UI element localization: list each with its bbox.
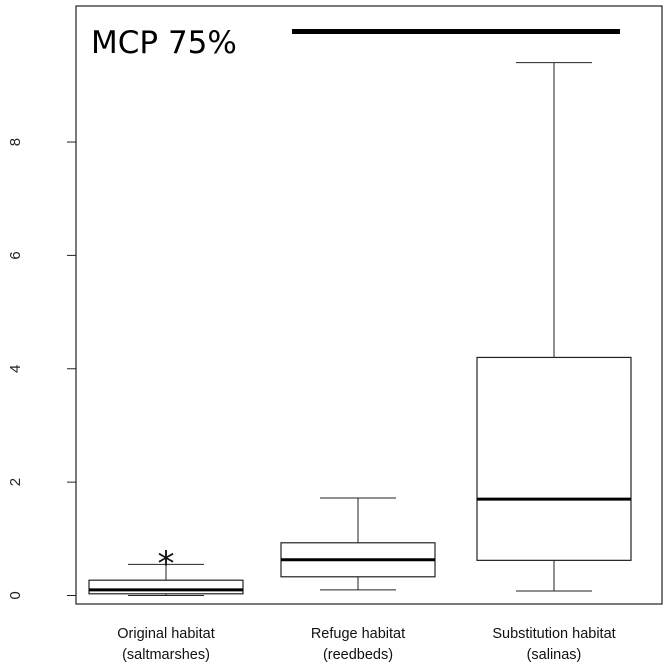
annotations-group: * (158, 29, 620, 584)
box-3 (476, 62, 632, 592)
x-axis-labels: Original habitat (saltmarshes) Refuge habi… (117, 626, 615, 663)
category-label-line1: Substitution habitat (492, 626, 615, 642)
category-label-line2: (saltmarshes) (122, 647, 210, 663)
box-2 (280, 497, 436, 591)
y-tick-label: 8 (7, 138, 24, 146)
y-tick-label: 4 (7, 365, 24, 373)
box-1 (88, 563, 244, 596)
category-label-line1: Original habitat (117, 626, 215, 642)
category-label-line2: (reedbeds) (323, 647, 393, 663)
chart-title: MCP 75% (91, 25, 237, 61)
iqr-box (476, 356, 632, 561)
y-tick-label: 6 (7, 251, 24, 259)
boxes-group (88, 62, 632, 596)
y-tick-label: 0 (7, 591, 24, 599)
y-tick-label: 2 (7, 478, 24, 486)
plot-frame (75, 5, 663, 605)
category-label-line1: Refuge habitat (311, 626, 405, 642)
category-label-line2: (salinas) (527, 647, 582, 663)
significance-asterisk: * (158, 544, 175, 584)
y-axis: 0 2 4 6 8 (7, 138, 76, 600)
